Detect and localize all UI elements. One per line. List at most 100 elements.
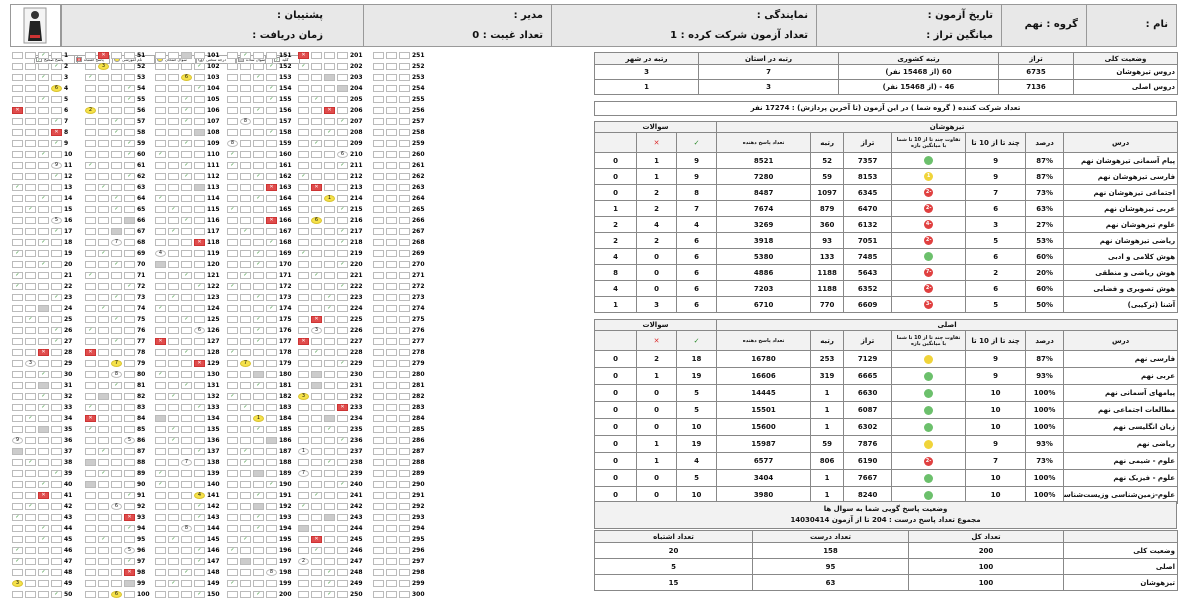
answer-option-box — [337, 470, 348, 477]
answer-option-box — [386, 536, 397, 543]
question-number: 134 — [207, 415, 220, 422]
question-row: 230 — [296, 370, 366, 379]
answer-option-box — [266, 547, 277, 554]
question-row: 208 ✓ — [296, 128, 366, 137]
answer-option-box — [324, 184, 335, 191]
subject-blank-count: 0 — [593, 435, 638, 453]
question-number: 197 — [279, 558, 292, 565]
question-number: 74 — [137, 305, 146, 312]
answer-option-box — [181, 393, 192, 400]
question-row: 167 ✓ — [225, 227, 295, 236]
subject-wrong-count: 3 — [636, 296, 678, 313]
correct-answer-icon: ✓ — [266, 129, 277, 136]
answer-option-box — [124, 162, 135, 169]
answer-option-box — [399, 173, 410, 180]
question-number: 50 — [64, 591, 73, 598]
answer-option-box — [98, 437, 109, 444]
difficulty-badge: 8 — [227, 140, 238, 147]
answer-option-box — [324, 525, 335, 532]
answer-option-box — [25, 162, 36, 169]
question-row: 2 ✓ — [10, 62, 80, 71]
answer-option-box — [298, 525, 309, 532]
answer-option-box — [298, 316, 309, 323]
answer-option-box — [386, 591, 397, 598]
question-row: 105 ✓ — [153, 95, 223, 104]
answer-option-box — [181, 151, 192, 158]
answer-option-box — [324, 228, 335, 235]
correct-answer-icon: ✓ — [253, 294, 264, 301]
question-row: 267 — [368, 227, 428, 236]
answer-option-box — [168, 503, 179, 510]
answer-option-box — [168, 316, 179, 323]
answer-option-box — [51, 250, 62, 257]
question-row: 73 ✓ — [83, 293, 153, 302]
correct-answer-icon: ✓ — [253, 591, 264, 598]
subject-out-of-ten: 3 — [965, 216, 1027, 233]
question-number: 13 — [64, 184, 73, 191]
answer-option-box — [25, 184, 36, 191]
answer-option-box — [111, 74, 122, 81]
wrong-answer-icon: ✕ — [12, 107, 23, 114]
answer-option-box — [155, 536, 166, 543]
status-total: 200 — [908, 542, 1064, 559]
question-row: 278 — [368, 348, 428, 357]
answer-option-box — [51, 393, 62, 400]
question-row: 104 ✓ — [153, 84, 223, 93]
answer-option-box — [337, 96, 348, 103]
answer-option-box — [155, 162, 166, 169]
table-row: هوش کلامی و ادبی 60% 6 7485 133 5380 6 0 4 — [593, 248, 1179, 265]
question-number: 166 — [279, 217, 292, 224]
wrong-answer-icon: ✕ — [124, 569, 135, 576]
question-row: 71 ✓ — [83, 271, 153, 280]
difficulty-badge: 8 — [266, 569, 277, 576]
answer-option-box — [399, 448, 410, 455]
correct-answer-icon: ✓ — [311, 349, 322, 356]
subject-blank-count: 4 — [593, 280, 638, 297]
main-subjects-table: اصلی سوالات درس درصد چند تا از 10 تا تفاوت چن… — [593, 319, 1179, 504]
subject-blank-count: 0 — [593, 452, 638, 470]
correct-answer-icon: ✓ — [253, 492, 264, 499]
question-number: 272 — [412, 283, 425, 290]
question-number: 156 — [279, 107, 292, 114]
legend-label: سوال امتحان — [165, 57, 187, 62]
answer-option-box — [25, 96, 36, 103]
subject-taraz: 7357 — [843, 152, 893, 169]
question-row: 178 ✓ — [225, 348, 295, 357]
question-row: 229 ✓ — [296, 359, 366, 368]
answer-option-box — [298, 426, 309, 433]
correct-answer-icon: ✓ — [227, 580, 238, 587]
overall-city-rank: 3 — [594, 64, 699, 80]
answer-option-box — [51, 459, 62, 466]
question-row: 286 — [368, 436, 428, 445]
answer-option-box — [266, 327, 277, 334]
answer-option-box — [194, 536, 205, 543]
overall-province-rank: 3 — [698, 79, 839, 95]
question-number: 280 — [412, 371, 425, 378]
subject-blank-count: 0 — [593, 152, 638, 169]
correct-answer-icon: ✓ — [181, 569, 192, 576]
answer-option-box — [85, 481, 96, 488]
question-number: 165 — [279, 206, 292, 213]
question-row: 116 ✓ — [153, 216, 223, 225]
answer-option-box — [386, 503, 397, 510]
question-row: 135 ✓ — [153, 425, 223, 434]
correct-answer-icon: ✓ — [168, 580, 179, 587]
subject-taraz: 6132 — [843, 216, 893, 233]
answer-option-box — [85, 63, 96, 70]
question-number: 15 — [64, 206, 73, 213]
answer-option-box — [194, 118, 205, 125]
answer-option-box — [85, 250, 96, 257]
answer-option-box — [266, 118, 277, 125]
answer-option-box — [12, 338, 23, 345]
answer-option-box — [253, 580, 264, 587]
correct-answer-icon: ✓ — [253, 74, 264, 81]
question-number: 115 — [207, 206, 220, 213]
answer-option-box — [337, 525, 348, 532]
question-row: 12 ✓ — [10, 172, 80, 181]
correct-answer-icon: ✓ — [266, 96, 277, 103]
question-row: 55 ✓ — [83, 95, 153, 104]
answer-option-box — [194, 393, 205, 400]
answer-option-box — [98, 74, 109, 81]
answer-option-box — [240, 184, 251, 191]
question-number: 204 — [350, 85, 363, 92]
